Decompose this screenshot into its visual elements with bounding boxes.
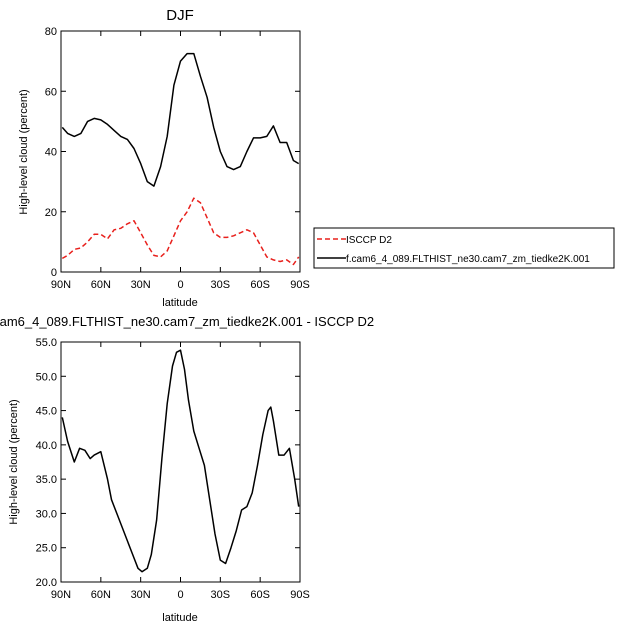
x-tick-label: 30S — [211, 279, 231, 291]
x-tick-label: 60S — [250, 589, 270, 601]
y-tick-label: 30.0 — [36, 508, 57, 520]
top-panel: DJF High-level cloud (percent) latitude … — [18, 7, 615, 309]
y-axis-label: High-level cloud (percent) — [18, 89, 30, 214]
y-tick-label: 55.0 — [36, 337, 57, 349]
x-tick-label: 90N — [51, 589, 71, 601]
x-tick-label: 90S — [290, 589, 310, 601]
model-series-line — [61, 52, 300, 187]
x-tick-label: 90N — [51, 279, 71, 291]
x-tick-label: 60S — [250, 279, 270, 291]
y-tick-label: 50.0 — [36, 371, 57, 383]
legend-label-isccp: ISCCP D2 — [346, 235, 392, 246]
y-tick-label: 80 — [45, 26, 57, 38]
plot-frame — [60, 30, 301, 273]
legend-box — [313, 227, 615, 269]
plot-frame — [60, 341, 301, 583]
x-tick-label: 90S — [290, 279, 310, 291]
y-tick-label: 45.0 — [36, 406, 57, 418]
y-tick-label: 40.0 — [36, 440, 57, 452]
legend: ISCCP D2 f.cam6_4_089.FLTHIST_ne30.cam7_… — [313, 227, 615, 269]
y-tick-label: 20.0 — [36, 577, 57, 589]
bottom-panel: f.cam6_4_089.FLTHIST_ne30.cam7_zm_tiedke… — [0, 314, 374, 624]
x-tick-label: 0 — [177, 279, 183, 291]
x-tick-label: 30N — [131, 279, 151, 291]
y-axis-label: High-level cloud (percent) — [8, 399, 20, 524]
x-tick-label: 60N — [91, 589, 111, 601]
x-tick-label: 0 — [177, 589, 183, 601]
x-axis-label: latitude — [162, 612, 197, 624]
y-tick-label: 35.0 — [36, 474, 57, 486]
legend-label-model: f.cam6_4_089.FLTHIST_ne30.cam7_zm_tiedke… — [346, 254, 590, 265]
y-tick-label: 25.0 — [36, 543, 57, 555]
difference-series-line — [61, 349, 300, 573]
x-tick-label: 30N — [131, 589, 151, 601]
y-tick-label: 0 — [51, 267, 57, 279]
difference-chart-title: f.cam6_4_089.FLTHIST_ne30.cam7_zm_tiedke… — [0, 314, 374, 329]
chart-title: DJF — [166, 7, 194, 24]
x-tick-label: 60N — [91, 279, 111, 291]
y-tick-label: 40 — [45, 147, 57, 159]
y-tick-label: 60 — [45, 86, 57, 98]
x-tick-label: 30S — [211, 589, 231, 601]
y-tick-label: 20 — [45, 207, 57, 219]
isccp-series-line — [61, 197, 300, 266]
x-axis-label: latitude — [162, 297, 197, 309]
